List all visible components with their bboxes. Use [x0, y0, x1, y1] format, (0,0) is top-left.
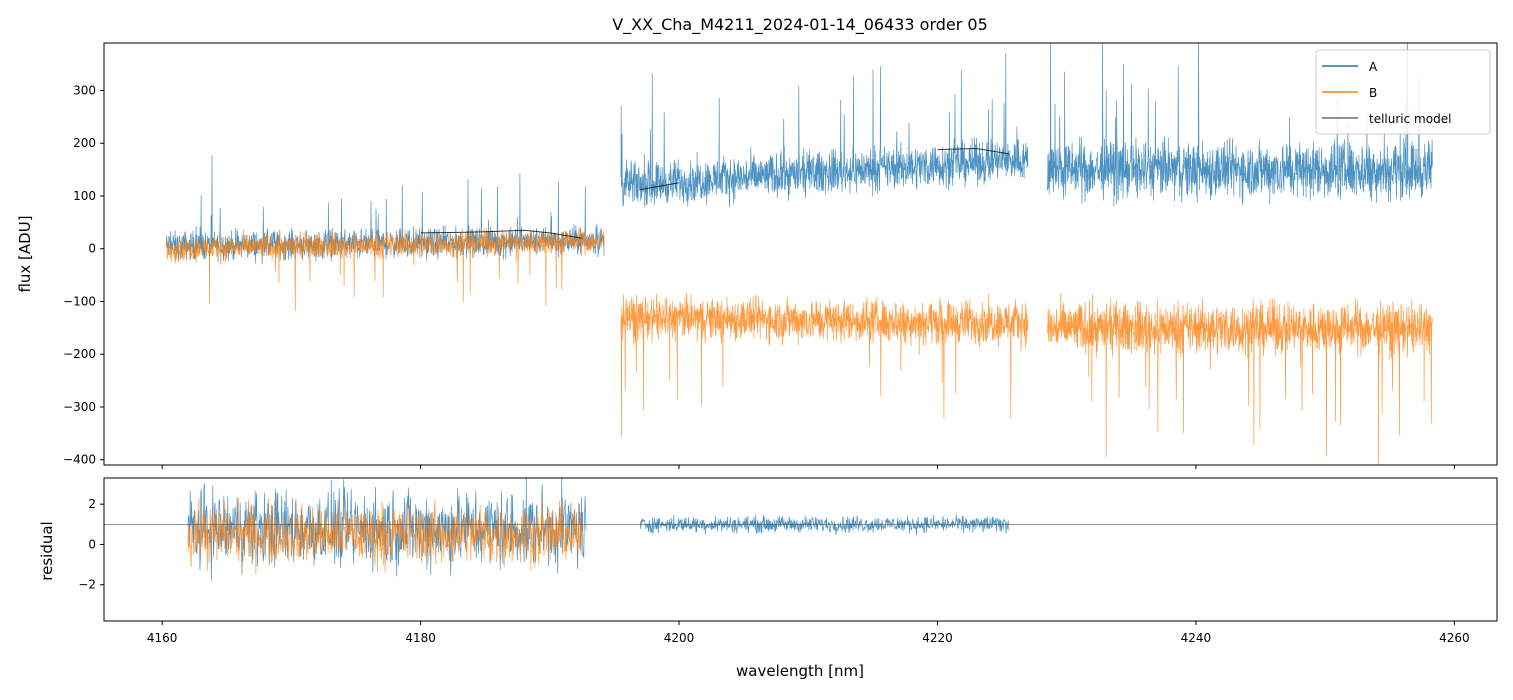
main-ytick-label: 200	[73, 136, 96, 150]
main-ytick-label: −100	[63, 294, 96, 308]
main-ytick-label: −400	[63, 453, 96, 467]
residual-ytick-label: −2	[78, 578, 96, 592]
xlabel: wavelength [nm]	[736, 662, 864, 680]
residual-axes-frame	[103, 477, 1498, 622]
residual-b-segment-0	[187, 497, 583, 575]
main-ytick-label: 0	[88, 242, 96, 256]
main-ytick-label: 100	[73, 189, 96, 203]
legend-label-telluric: telluric model	[1369, 112, 1451, 126]
residual-xtick-label: 4200	[664, 631, 695, 645]
residual-ytick-label: 0	[88, 537, 96, 551]
residual-xtick-label: 4180	[405, 631, 436, 645]
residual-ytick-label: 2	[88, 497, 96, 511]
residual-xtick-label: 4220	[922, 631, 953, 645]
residual-xtick-label: 4260	[1439, 631, 1470, 645]
series-a-segment-1	[620, 53, 1029, 208]
series-telluric-model	[420, 147, 1009, 239]
legend-label-b: B	[1369, 86, 1377, 100]
residual-xtick-label: 4240	[1181, 631, 1212, 645]
residual-y-ticks: −2 0 2	[78, 497, 104, 592]
main-plot-area	[165, 43, 1433, 465]
main-x-ticks	[161, 465, 1455, 469]
residual-a-segment-1	[639, 513, 1009, 536]
series-b-segment-1	[620, 293, 1029, 438]
main-ytick-label: −300	[63, 400, 96, 414]
series-b-segment-2	[1046, 292, 1433, 465]
main-ylabel: flux [ADU]	[16, 215, 34, 292]
residual-a-segment-0	[187, 478, 587, 581]
legend: A B telluric model	[1315, 49, 1491, 135]
main-ytick-label: −200	[63, 347, 96, 361]
residual-plot-area	[104, 478, 1497, 581]
series-b-segment-0	[165, 226, 605, 312]
main-ytick-label: 300	[73, 83, 96, 97]
legend-label-a: A	[1369, 60, 1378, 74]
legend-frame	[1315, 49, 1491, 135]
residual-x-ticks: 4160 4180 4200 4220 4240 4260	[147, 621, 1470, 645]
residual-ylabel: residual	[38, 521, 56, 580]
main-y-ticks: −400 −300 −200 −100 0 100 200 300	[63, 83, 104, 467]
residual-xtick-label: 4160	[147, 631, 178, 645]
main-axes-frame	[103, 42, 1498, 466]
series-a-segment-2	[1046, 43, 1433, 207]
chart-title: V_XX_Cha_M4211_2024-01-14_06433 order 05	[612, 15, 988, 35]
